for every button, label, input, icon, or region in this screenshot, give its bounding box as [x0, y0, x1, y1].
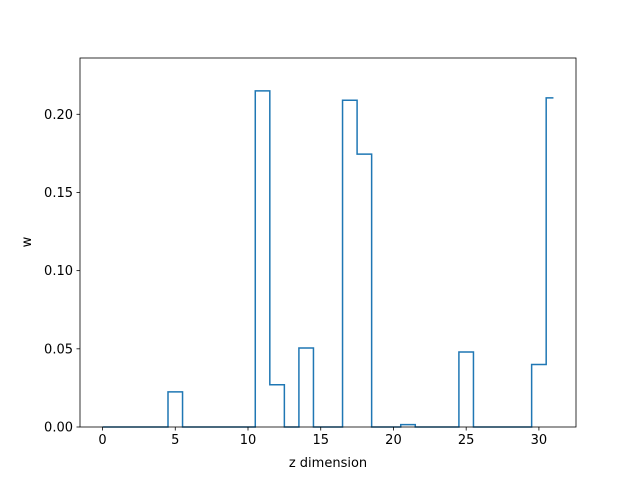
y-tick-label-0: 0.00	[44, 421, 73, 436]
x-axis-ticks: 0 5 10 15 20 25 30	[98, 427, 547, 448]
axes-frame	[79, 57, 577, 428]
plot-area	[79, 57, 577, 428]
y-axis-ticks: 0.00 0.05 0.10 0.15 0.20	[44, 108, 80, 436]
x-tick-label-0: 0	[98, 433, 106, 448]
x-tick-label-30: 30	[531, 433, 548, 448]
x-tick-label-5: 5	[171, 433, 179, 448]
y-tick-label-2: 0.10	[44, 264, 73, 279]
x-tick-label-15: 15	[312, 433, 329, 448]
x-tick-label-10: 10	[240, 433, 257, 448]
y-axis-label: w	[20, 236, 35, 247]
y-tick-label-4: 0.20	[44, 108, 73, 123]
y-tick-label-3: 0.15	[44, 186, 73, 201]
x-tick-label-20: 20	[385, 433, 402, 448]
x-axis-label: z dimension	[289, 456, 367, 471]
x-tick-label-25: 25	[458, 433, 475, 448]
y-tick-label-1: 0.05	[44, 342, 73, 357]
